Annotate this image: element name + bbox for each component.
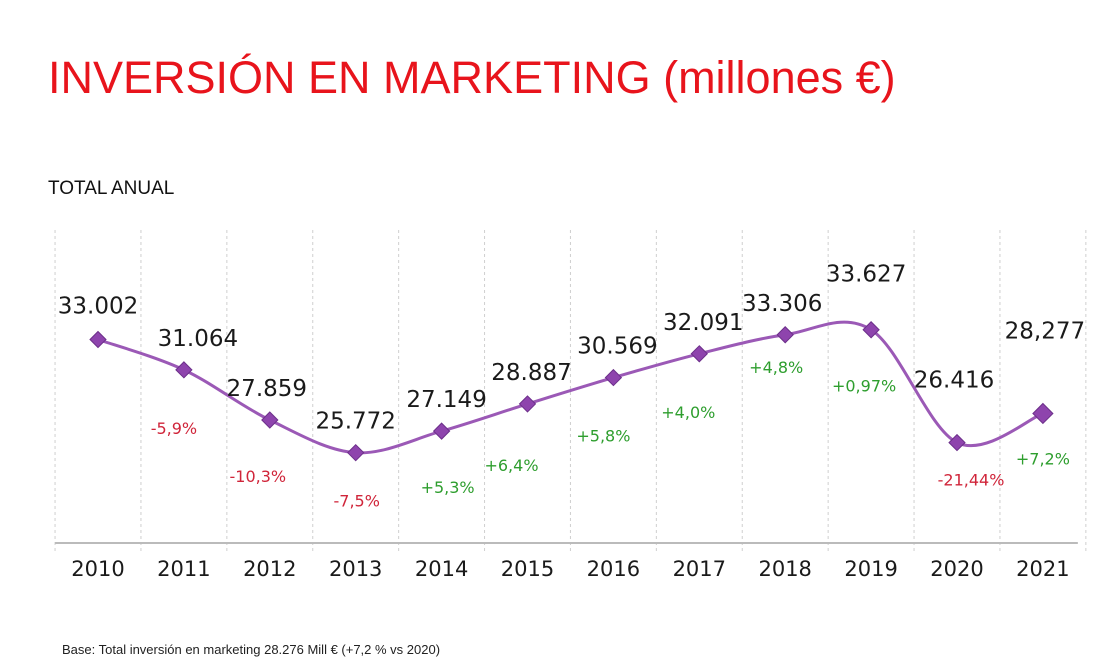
change-label: +4,8% xyxy=(749,358,803,377)
data-point-marker xyxy=(89,330,107,349)
change-label: -7,5% xyxy=(333,492,379,511)
value-label: 28,277 xyxy=(1005,318,1085,344)
series-line xyxy=(97,320,1044,455)
value-label: 27.149 xyxy=(406,387,486,413)
data-point-marker xyxy=(604,368,623,387)
x-tick-label: 2018 xyxy=(758,557,811,581)
data-point-marker xyxy=(175,361,193,379)
value-label: 33.627 xyxy=(826,262,906,288)
footnote: Base: Total inversión en marketing 28.27… xyxy=(62,642,441,657)
value-label: 25.772 xyxy=(315,409,395,435)
value-label: 28.887 xyxy=(491,360,571,386)
x-tick-label: 2019 xyxy=(844,557,897,581)
data-point-marker xyxy=(690,345,709,363)
value-label: 26.416 xyxy=(914,368,994,394)
value-label: 33.306 xyxy=(742,291,822,317)
change-label: +0,97% xyxy=(832,377,896,396)
x-tick-label: 2016 xyxy=(587,557,640,581)
x-tick-label: 2011 xyxy=(157,557,210,581)
chart-subtitle: TOTAL ANUAL xyxy=(48,178,175,199)
value-label: 32.091 xyxy=(663,310,743,336)
data-point-marker xyxy=(948,433,966,452)
change-label: +5,8% xyxy=(576,427,630,446)
x-tick-label: 2013 xyxy=(329,557,382,581)
data-point-marker xyxy=(261,411,279,429)
data-point-marker xyxy=(346,443,365,462)
data-point-marker xyxy=(1032,402,1054,425)
data-point-marker xyxy=(862,321,880,339)
value-label: 33.002 xyxy=(58,294,138,320)
change-label: +4,0% xyxy=(661,403,715,422)
change-label: +7,2% xyxy=(1016,449,1070,468)
value-label: 31.064 xyxy=(158,326,238,352)
data-point-marker xyxy=(776,326,794,344)
change-label: -10,3% xyxy=(229,467,286,486)
x-tick-label: 2015 xyxy=(501,557,554,581)
data-point-marker xyxy=(432,422,451,440)
value-label: 30.569 xyxy=(577,334,657,360)
change-label: +6,4% xyxy=(484,456,538,475)
change-label: -5,9% xyxy=(151,419,197,438)
chart-title: INVERSIÓN EN MARKETING (millones €) xyxy=(48,52,896,103)
x-tick-label: 2020 xyxy=(930,557,983,581)
change-label: -21,44% xyxy=(938,471,1005,490)
x-tick-label: 2017 xyxy=(673,557,726,581)
change-label: +5,3% xyxy=(421,478,475,497)
data-point-marker xyxy=(518,395,537,413)
value-label: 27.859 xyxy=(227,376,307,402)
x-tick-label: 2012 xyxy=(243,557,296,581)
x-tick-label: 2014 xyxy=(415,557,468,581)
x-tick-label: 2021 xyxy=(1016,557,1069,581)
x-tick-label: 2010 xyxy=(71,557,124,581)
